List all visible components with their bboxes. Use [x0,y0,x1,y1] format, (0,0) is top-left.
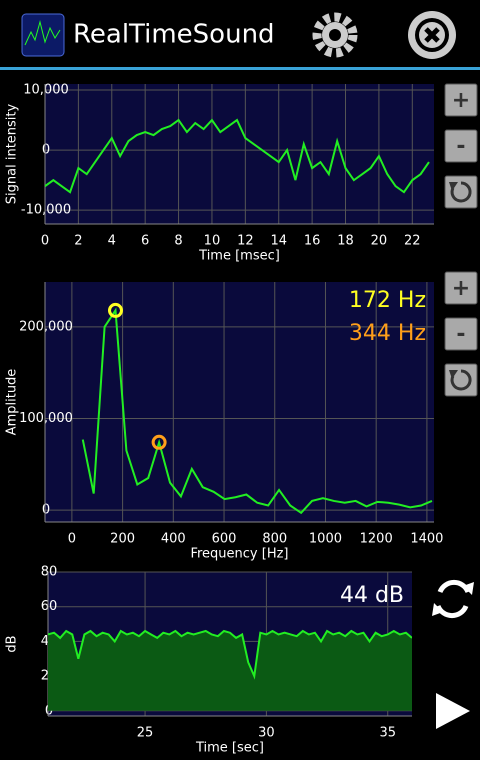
plot-area [45,84,434,224]
x-tick-label: 1200 [360,532,393,547]
reset-icon [450,369,472,391]
header-divider [0,67,480,70]
refresh-button[interactable] [432,579,474,619]
x-tick-label: 600 [212,532,237,547]
x-axis-title: Time [msec] [198,249,280,264]
x-tick-label: 22 [404,234,421,249]
x-tick-label: 800 [262,532,287,547]
play-button[interactable] [436,693,470,729]
zoom-in-button[interactable] [444,83,478,117]
reset-icon [450,181,472,203]
x-tick-label: 25 [137,726,154,741]
y-tick-label: 200,000 [19,319,73,334]
x-tick-label: 12 [237,234,254,249]
zoom-out-button[interactable] [444,317,478,351]
y-tick-label: 100,000 [19,411,73,426]
x-axis-title: Frequency [Hz] [190,547,288,562]
line [45,118,430,194]
y-axis-title: Amplitude [5,369,20,436]
x-tick-label: 16 [304,234,321,249]
x-tick-label: 35 [379,726,396,741]
x-tick-label: 0 [41,234,49,249]
x-tick-label: 20 [371,234,388,249]
y-tick-label: 0 [42,143,50,158]
app-title: RealTimeSound [73,20,275,50]
x-tick-label: 14 [270,234,287,249]
peak-label: 172 Hz [349,288,426,313]
x-tick-label: 6 [141,234,149,249]
y-axis-title: dB [5,635,20,652]
y-tick-label: 60 [41,599,58,614]
plot-area [45,282,434,522]
zoom-in-button-label[interactable]: + [452,276,470,301]
y-tick-label: 80 [41,565,58,580]
zoom-out-button-label[interactable]: - [456,134,465,159]
peak-marker [107,302,123,318]
zoom-in-button-label[interactable]: + [452,88,470,113]
area [48,630,412,711]
zoom-out-button[interactable] [444,129,478,163]
reset-button[interactable] [444,175,478,209]
line [81,307,433,515]
y-tick-label: 0 [42,503,50,518]
x-tick-label: 2 [74,234,82,249]
x-tick-label: 8 [174,234,182,249]
x-tick-label: 10 [204,234,221,249]
reset-arrow [449,182,458,191]
peak-label: 344 Hz [349,321,426,346]
app-icon [21,13,65,57]
x-tick-label: 30 [258,726,275,741]
x-tick-label: 1000 [309,532,342,547]
y-tick-label: -10,000 [21,203,71,218]
peak-marker [151,434,167,450]
y-axis-title: Signal intensity [5,103,20,204]
level-label: 44 dB [340,583,404,608]
x-tick-label: 4 [108,234,116,249]
settings-button[interactable] [312,12,358,58]
x-tick-label: 400 [161,532,186,547]
x-tick-label: 0 [68,532,76,547]
x-axis-title: Time [sec] [195,741,264,756]
x-tick-label: 1400 [410,532,443,547]
reset-button[interactable] [444,363,478,397]
zoom-in-button[interactable] [444,271,478,305]
x-tick-label: 200 [110,532,135,547]
x-tick-label: 18 [337,234,354,249]
close-button[interactable] [408,11,456,59]
reset-arrow [449,370,458,379]
y-tick-label: 10,000 [23,83,69,98]
line [48,629,412,680]
zoom-out-button-label[interactable]: - [456,322,465,347]
